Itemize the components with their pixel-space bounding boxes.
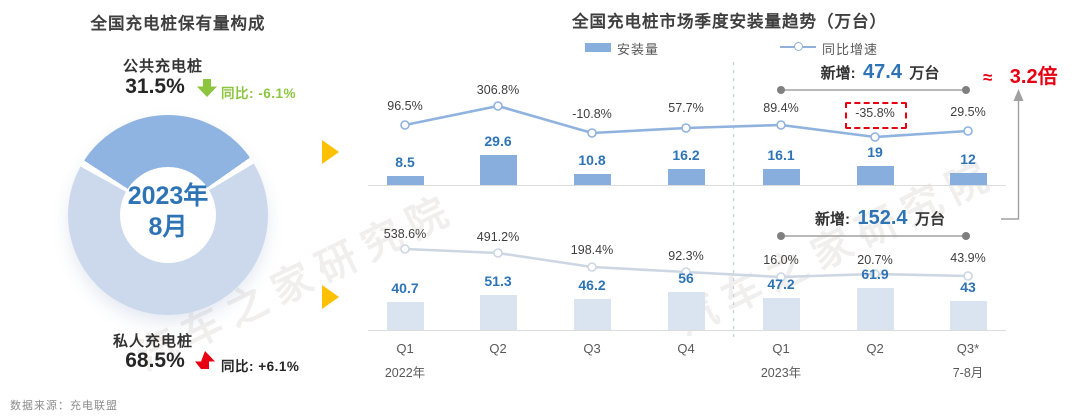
top-yoy-label: 89.4% <box>763 101 799 115</box>
top-bar-q3-2023 <box>950 173 987 185</box>
donut-center-year: 2023年 <box>127 182 209 210</box>
bottom-bar-q1-2023 <box>763 298 800 330</box>
ratio-annotation: ≈ 3.2倍 <box>983 60 1058 89</box>
bottom-yoy-label: 20.7% <box>857 253 893 267</box>
bottom-yoy-label: 16.0% <box>763 253 799 267</box>
top-bar-value: 29.6 <box>484 133 512 149</box>
top-new-adds-bracket <box>777 86 970 94</box>
bottom-bar-q1-2022 <box>387 302 424 330</box>
bottom-bar-value: 43 <box>960 279 976 295</box>
left-chart-title: 全国充电桩保有量构成 <box>90 15 266 33</box>
bottom-bar-q3-2022 <box>574 299 611 330</box>
top-bar-value: 8.5 <box>395 154 415 170</box>
top-bar-value: 12 <box>960 151 976 167</box>
bottom-new-adds-annotation: 新增: 152.4 万台 <box>775 207 985 230</box>
top-new-adds-annotation: 新增: 47.4 万台 <box>775 61 985 84</box>
yellow-pointer-top-icon <box>322 140 339 164</box>
top-yoy-label-highlighted: -35.8% <box>855 106 895 120</box>
legend-bar-label: 安装量 <box>617 42 660 57</box>
yellow-pointer-bottom-icon <box>322 285 339 309</box>
private-yoy-prefix: 同比: <box>221 359 254 374</box>
bottom-bar-q3-2023 <box>950 301 987 330</box>
top-bar-value: 16.2 <box>672 147 700 163</box>
bottom-yoy-label: 538.6% <box>383 227 427 241</box>
bottom-bar-value: 61.9 <box>861 266 889 282</box>
top-bar-value: 16.1 <box>767 147 795 163</box>
bottom-yoy-label: 43.9% <box>950 251 986 265</box>
annotation-prefix: 新增: <box>820 65 856 82</box>
ratio-approx-sign: ≈ <box>983 68 993 87</box>
top-yoy-label: 29.5% <box>950 105 986 119</box>
bottom-bar-value: 51.3 <box>484 273 512 289</box>
legend-line-label: 同比增速 <box>822 42 879 57</box>
private-yoy: 同比: +6.1% <box>221 355 299 375</box>
top-bar-value: 10.8 <box>578 152 606 168</box>
bottom-bar-q2-2023 <box>857 288 894 330</box>
annotation-unit: 万台 <box>914 211 945 228</box>
public-yoy-prefix: 同比: <box>221 86 254 101</box>
donut-center-date: 2023年 8月 <box>68 181 268 243</box>
bottom-yoy-label: 198.4% <box>570 243 614 257</box>
x-axis-label: Q2 <box>866 341 884 356</box>
top-bar-q2-2023 <box>857 166 894 185</box>
bottom-yoy-label: 491.2% <box>476 230 520 244</box>
private-yoy-value: +6.1% <box>258 359 300 374</box>
annotation-prefix: 新增: <box>815 211 850 228</box>
public-pile-share: 31.5% <box>125 75 185 98</box>
x-axis-label: Q3* <box>956 341 980 356</box>
x-axis-label: Q2 <box>489 341 507 356</box>
x-axis-label: Q4 <box>677 341 695 356</box>
x-axis-label: Q1 <box>396 341 414 356</box>
annotation-value: 47.4 <box>863 61 902 83</box>
bottom-bar-value: 47.2 <box>767 276 795 292</box>
public-pile-label: 公共充电桩 <box>122 58 203 75</box>
top-yoy-label: 306.8% <box>476 83 520 97</box>
data-source-note: 数据来源：充电联盟 <box>10 400 118 412</box>
bottom-bar-value: 56 <box>678 270 694 286</box>
donut-center-month: 8月 <box>148 213 188 241</box>
bottom-yoy-label: 92.3% <box>668 249 704 263</box>
public-yoy-value: -6.1% <box>258 86 297 101</box>
bottom-bar-value: 46.2 <box>578 277 606 293</box>
x-axis-label: Q3 <box>583 341 601 356</box>
top-bar-q4-2022 <box>668 169 705 185</box>
annotation-value: 152.4 <box>857 207 908 229</box>
holdings-donut-chart: 2023年 8月 <box>68 115 268 315</box>
x-axis-period-label: 7-8月 <box>952 366 984 380</box>
bottom-bar-value: 40.7 <box>391 280 419 296</box>
x-axis-year-label: 2023年 <box>760 366 802 380</box>
private-pile-share: 68.5% <box>125 349 185 372</box>
bottom-bar-q4-2022 <box>668 292 705 330</box>
legend-line-marker-icon <box>794 42 803 51</box>
bottom-new-adds-bracket <box>777 232 970 240</box>
right-chart-title: 全国充电桩市场季度安装量趋势（万台） <box>572 13 887 31</box>
top-yoy-label: 96.5% <box>387 99 423 113</box>
private-pile-label: 私人充电桩 <box>112 333 193 350</box>
top-yoy-label: -10.8% <box>572 107 612 121</box>
top-bar-q2-2022 <box>480 155 517 185</box>
x-axis-year-label: 2022年 <box>384 366 426 380</box>
legend-bar-swatch-icon <box>585 43 611 52</box>
top-bar-q3-2022 <box>574 174 611 185</box>
ratio-value: 3.2倍 <box>1009 66 1058 88</box>
x-axis-label: Q1 <box>772 341 790 356</box>
top-bar-q1-2022 <box>387 176 424 185</box>
top-yoy-label: 57.7% <box>668 101 704 115</box>
donut-hole <box>120 167 216 263</box>
top-bar-value: 19 <box>867 144 883 160</box>
public-yoy: 同比: -6.1% <box>221 82 296 102</box>
annotation-unit: 万台 <box>909 65 940 82</box>
top-bar-q1-2023 <box>763 169 800 185</box>
bottom-bar-q2-2022 <box>480 295 517 330</box>
